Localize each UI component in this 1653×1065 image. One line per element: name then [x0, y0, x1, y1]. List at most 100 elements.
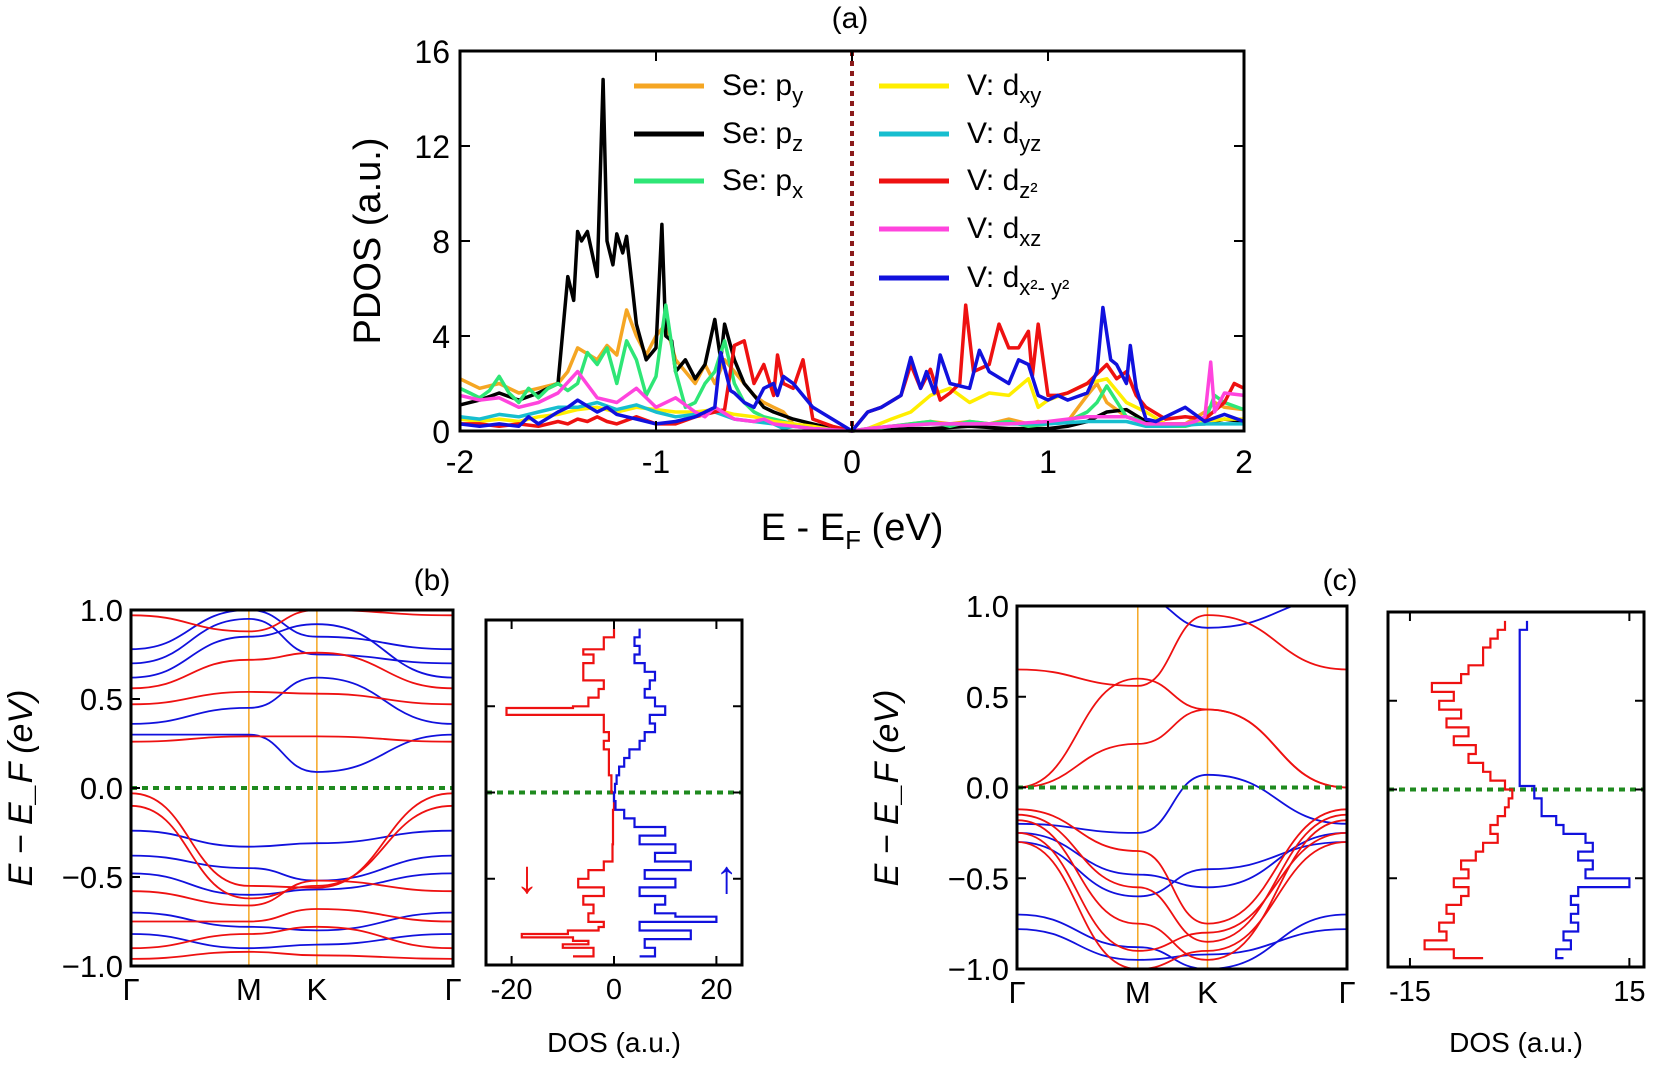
y-tick-label: −0.5: [62, 860, 123, 895]
pdos-series-7: [459, 305, 1245, 433]
dos-series-0: [1423, 620, 1514, 960]
panel-c-dos-xlabel: DOS (a.u.): [1449, 1027, 1583, 1058]
spin-down-arrow: ↓: [515, 851, 538, 903]
band-10: [131, 735, 453, 743]
legend-label: V: dxz: [967, 212, 1041, 251]
x-tick-label: -1: [642, 444, 670, 480]
panel-b-dos-xlabel: DOS (a.u.): [547, 1027, 681, 1058]
legend-label: V: dyz: [967, 117, 1041, 156]
panel-b-dos-ticks: -20 0 20 ↓ ↑: [486, 619, 742, 1006]
band-18: [131, 925, 453, 950]
band-8: [131, 911, 453, 932]
y-tick-label: 0: [432, 414, 450, 450]
panel-c-label: (c): [1323, 564, 1358, 597]
x-tick-label: 15: [1613, 976, 1645, 1008]
x-tick-label: 0: [606, 974, 622, 1006]
panel-c-ylabel: E − E_F (eV): [868, 690, 906, 887]
band-3: [1017, 913, 1347, 969]
panel-b-bands-ticks: −1.0 −0.5 0.0 0.5 1.0 Γ M K Γ: [62, 593, 462, 1007]
panel-b-dos: -20 0 20 ↓ ↑ DOS (a.u.): [484, 618, 744, 1058]
band-15: [131, 804, 453, 900]
pdos-series-4: [459, 400, 1244, 433]
panel-b-band-lines: [131, 610, 453, 966]
panel-a-series: [459, 77, 1245, 433]
panel-b-ylabel: E − E_F (eV): [2, 690, 40, 887]
x-tick-label: 20: [700, 974, 732, 1006]
band-11: [1017, 819, 1347, 961]
band-17: [131, 908, 453, 923]
k-point-label: Γ: [1008, 975, 1025, 1010]
band-9: [131, 933, 453, 950]
panel-b-label: (b): [414, 564, 451, 597]
panel-a-ylabel: PDOS (a.u.): [347, 138, 389, 345]
band-5: [1017, 606, 1296, 629]
y-tick-label: 1.0: [966, 589, 1009, 624]
y-tick-label: 0.5: [80, 682, 123, 717]
y-tick-label: 0.5: [966, 680, 1009, 715]
band-4: [131, 610, 453, 651]
x-tick-label: 0: [843, 444, 861, 480]
y-tick-label: 8: [432, 224, 450, 260]
band-16: [131, 879, 453, 907]
panel-c-band-lines: [1017, 606, 1347, 969]
x-tick-label: -15: [1389, 976, 1431, 1008]
band-8: [1017, 614, 1347, 687]
legend-label: Se: py: [722, 69, 803, 108]
band-13: [131, 610, 453, 633]
x-tick-label: -20: [491, 974, 533, 1006]
k-point-label: Γ: [122, 972, 139, 1007]
panel-b-bands: (b) −1.0 −0.5 0.0 0.5 1.0 Γ M K Γ E − E_F (eV): [2, 564, 462, 1007]
legend-label: V: dz²: [967, 164, 1038, 203]
k-point-label: K: [307, 972, 328, 1007]
pdos-series-1: [459, 77, 1245, 433]
panel-c-bands-ticks: −1.0 −0.5 0.0 0.5 1.0 Γ M K Γ: [948, 589, 1356, 1010]
y-tick-label: 1.0: [80, 593, 123, 628]
panel-a-xlabel: E - EF (eV): [761, 507, 944, 555]
panel-c-dos-lines: [1388, 620, 1644, 960]
band-0: [1017, 773, 1347, 834]
band-6: [1017, 677, 1347, 789]
band-1: [131, 676, 453, 725]
k-point-label: M: [1125, 975, 1151, 1010]
pdos-series-2: [459, 303, 1245, 433]
legend-label: V: dx²- y²: [967, 261, 1069, 300]
band-11: [131, 690, 453, 706]
band-12: [1017, 832, 1347, 952]
band-3: [131, 617, 453, 665]
x-tick-label: -2: [446, 444, 474, 480]
band-12: [131, 651, 453, 690]
spin-up-arrow: ↑: [715, 851, 738, 903]
dos-series-0: [505, 628, 616, 958]
y-tick-label: 16: [414, 34, 450, 70]
y-tick-label: −0.5: [948, 861, 1009, 896]
k-point-label: K: [1197, 975, 1218, 1010]
band-9: [1017, 808, 1347, 925]
y-tick-label: 4: [432, 319, 450, 355]
k-point-label: Γ: [1338, 975, 1355, 1010]
y-tick-label: 0.0: [80, 771, 123, 806]
k-point-label: M: [236, 972, 262, 1007]
band-7: [1017, 708, 1347, 789]
y-tick-label: 12: [414, 129, 450, 165]
legend-label: Se: px: [722, 164, 803, 203]
legend-label: V: dxy: [967, 69, 1041, 108]
band-6: [131, 854, 453, 882]
band-0: [131, 733, 453, 773]
band-2: [131, 623, 453, 679]
panel-c-dos: -15 15 DOS (a.u.): [1386, 610, 1646, 1058]
dos-series-1: [1518, 620, 1631, 960]
x-tick-label: 2: [1235, 444, 1253, 480]
y-tick-label: −1.0: [948, 952, 1009, 987]
band-19: [131, 950, 453, 960]
k-point-label: Γ: [444, 972, 461, 1007]
band-4: [1017, 928, 1347, 961]
band-13: [1017, 841, 1347, 969]
panel-a-label: (a): [832, 2, 869, 35]
y-tick-label: 0.0: [966, 771, 1009, 806]
legend-label: Se: pz: [722, 117, 803, 156]
panel-c-dos-ticks: -15 15: [1388, 611, 1646, 1008]
x-tick-label: 1: [1039, 444, 1057, 480]
